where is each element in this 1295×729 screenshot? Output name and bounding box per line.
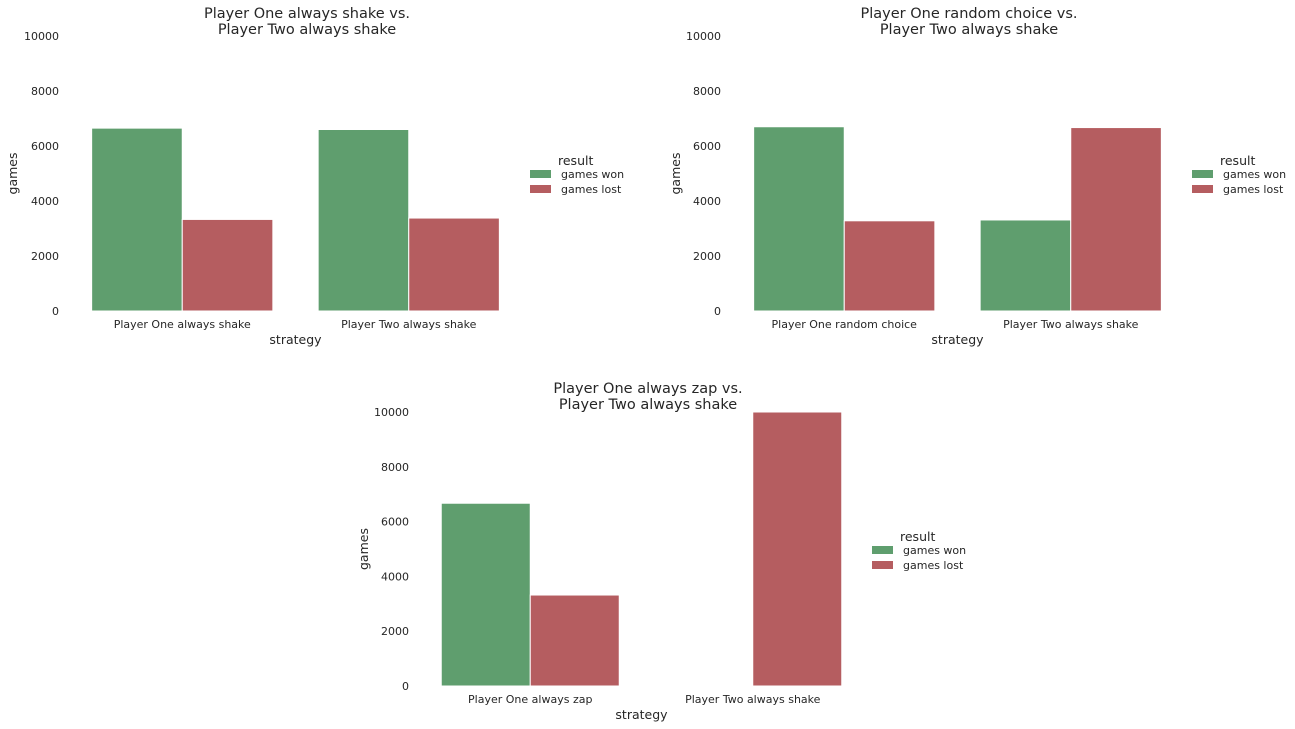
x-tick-label: Player One always shake: [114, 318, 251, 331]
y-tick-label: 6000: [381, 516, 409, 529]
chart-title: Player One always zap vs.: [553, 381, 742, 397]
y-tick-label: 8000: [31, 85, 59, 98]
y-tick-label: 0: [714, 305, 721, 318]
y-tick-label: 10000: [374, 406, 409, 419]
y-tick-label: 2000: [693, 250, 721, 263]
y-axis-label: games: [5, 153, 20, 195]
bar-games-won-0: [753, 126, 845, 312]
y-tick-label: 2000: [381, 625, 409, 638]
legend-title: result: [900, 529, 935, 544]
legend-swatch-games-won: [530, 170, 551, 178]
y-tick-label: 10000: [686, 30, 721, 43]
chart-title: Player Two always shake: [218, 22, 396, 38]
y-axis-label: games: [356, 528, 371, 570]
legend-swatch-games-lost: [872, 561, 893, 569]
chart-title: Player One always shake vs.: [204, 6, 410, 22]
chart-title: Player Two always shake: [559, 397, 737, 413]
y-tick-label: 0: [402, 680, 409, 693]
bar-games-won-1: [317, 129, 410, 312]
bar-games-lost-0: [843, 220, 936, 312]
x-axis-label: strategy: [931, 332, 984, 347]
x-axis-label: strategy: [615, 707, 668, 722]
bar-games-lost-1: [408, 217, 500, 312]
y-tick-label: 10000: [24, 30, 59, 43]
legend-swatch-games-won: [872, 546, 893, 554]
x-tick-label: Player Two always shake: [1003, 318, 1139, 331]
legend-swatch-games-lost: [530, 185, 551, 193]
y-tick-label: 4000: [381, 570, 409, 583]
y-axis-label: games: [668, 153, 683, 195]
bar-games-won-1: [979, 219, 1072, 312]
x-axis-label: strategy: [269, 332, 322, 347]
x-tick-label: Player Two always shake: [685, 693, 821, 706]
x-tick-label: Player Two always shake: [341, 318, 477, 331]
bar-games-lost-0: [529, 594, 620, 687]
bar-games-lost-1: [752, 411, 843, 687]
y-tick-label: 4000: [31, 195, 59, 208]
y-tick-label: 6000: [693, 140, 721, 153]
legend-swatch-games-lost: [1192, 185, 1213, 193]
y-tick-label: 4000: [693, 195, 721, 208]
legend-label: games won: [1223, 168, 1286, 181]
chart-title: Player Two always shake: [880, 22, 1058, 38]
bar-games-lost-1: [1070, 127, 1162, 312]
bar-games-won-0: [91, 127, 183, 312]
legend-label: games won: [561, 168, 624, 181]
legend-title: result: [558, 153, 593, 168]
legend-swatch-games-won: [1192, 170, 1213, 178]
legend-label: games won: [903, 544, 966, 557]
y-tick-label: 6000: [31, 140, 59, 153]
x-tick-label: Player One random choice: [772, 318, 918, 331]
y-tick-label: 0: [52, 305, 59, 318]
bar-games-won-0: [440, 502, 531, 687]
legend-label: games lost: [561, 183, 622, 196]
legend-label: games lost: [903, 559, 964, 572]
bar-games-lost-0: [181, 218, 274, 312]
y-tick-label: 8000: [381, 461, 409, 474]
y-tick-label: 2000: [31, 250, 59, 263]
x-tick-label: Player One always zap: [468, 693, 592, 706]
y-tick-label: 8000: [693, 85, 721, 98]
legend-title: result: [1220, 153, 1255, 168]
chart-title: Player One random choice vs.: [860, 6, 1077, 22]
legend-label: games lost: [1223, 183, 1284, 196]
